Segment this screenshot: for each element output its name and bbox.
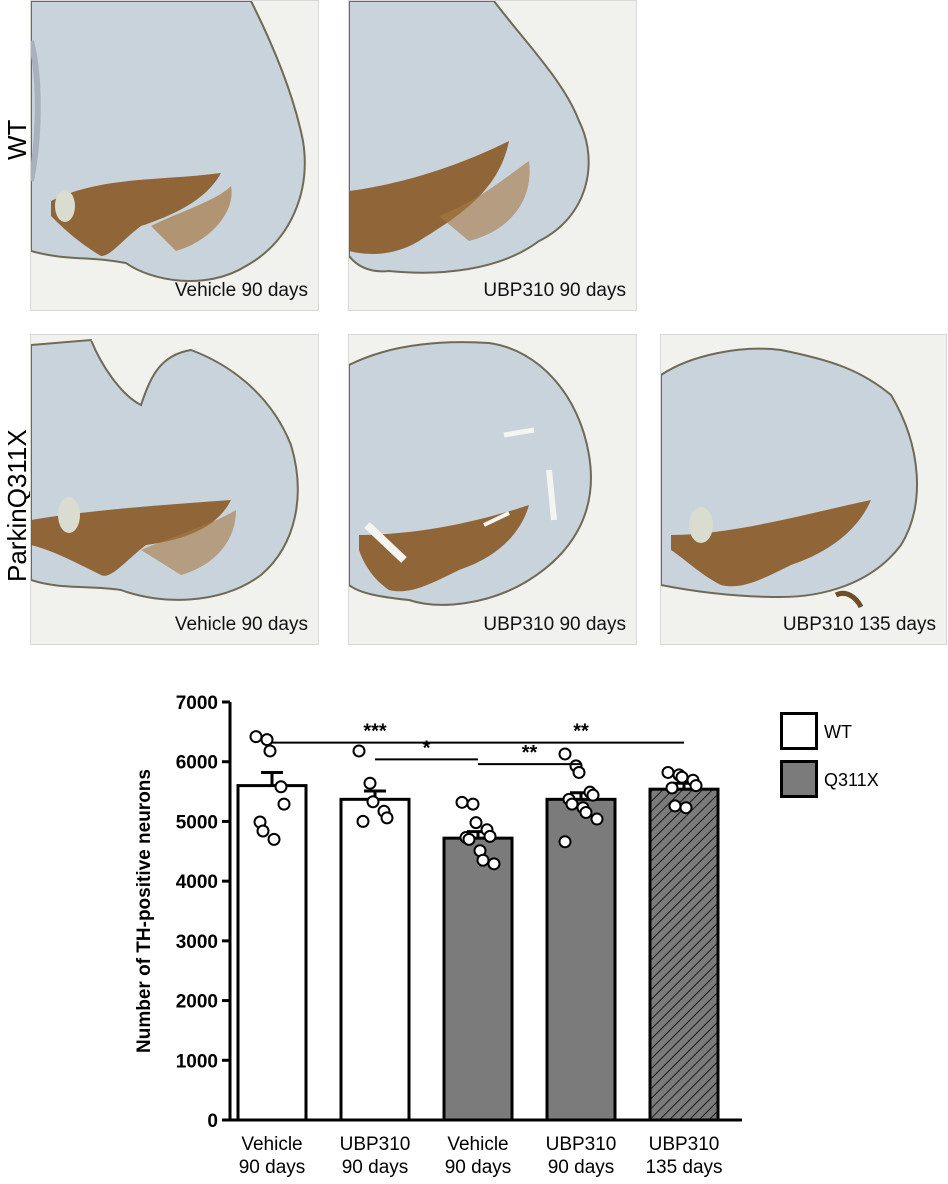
legend-label-wt: WT bbox=[824, 722, 852, 742]
data-point bbox=[675, 770, 689, 784]
row-label-parkin: ParkinQ311X bbox=[2, 429, 32, 582]
micrograph-parkin-vehicle-90: Vehicle 90 days bbox=[30, 334, 319, 645]
y-axis-label: Number of TH-positive neurons bbox=[134, 769, 155, 1053]
x-tick-label: 90 days bbox=[239, 1157, 306, 1178]
x-tick-label: UBP310 bbox=[546, 1134, 617, 1155]
x-tick-label: UBP310 bbox=[649, 1134, 720, 1155]
row-label-wt: WT bbox=[2, 119, 32, 160]
y-tick-label: 2000 bbox=[176, 992, 218, 1013]
panel-caption: Vehicle 90 days bbox=[174, 614, 308, 635]
data-point bbox=[249, 730, 263, 744]
y-tick-label: 5000 bbox=[176, 812, 218, 833]
micrograph-parkin-ubp310-90: UBP310 90 days bbox=[348, 334, 637, 645]
micrograph-wt-ubp310-90: UBP310 90 days bbox=[348, 0, 637, 311]
y-tick-label: 3000 bbox=[176, 932, 218, 953]
tissue-image bbox=[31, 1, 318, 310]
data-point bbox=[565, 797, 579, 811]
significance-label: *** bbox=[363, 721, 387, 743]
tissue-image bbox=[349, 335, 636, 644]
legend-swatch-q311x bbox=[780, 760, 818, 798]
data-point bbox=[590, 812, 604, 826]
significance-label: * bbox=[423, 737, 431, 759]
data-point bbox=[352, 744, 366, 758]
data-point bbox=[277, 797, 291, 811]
y-tick-label: 1000 bbox=[176, 1051, 218, 1072]
tissue-image bbox=[31, 335, 318, 644]
y-tick-label: 0 bbox=[207, 1111, 218, 1132]
data-point bbox=[466, 797, 480, 811]
legend-label-q311x: Q311X bbox=[824, 770, 879, 790]
data-point bbox=[586, 788, 600, 802]
data-point bbox=[462, 832, 476, 846]
panel-caption: Vehicle 90 days bbox=[174, 280, 308, 301]
x-tick-label: Vehicle bbox=[241, 1134, 302, 1155]
th-neuron-bar-chart: 0 1000 2000 3000 4000 5000 6000 7000 Number of T… bbox=[134, 693, 742, 1178]
data-point bbox=[260, 733, 274, 747]
tissue-image bbox=[349, 1, 636, 310]
significance-label: ** bbox=[573, 721, 589, 743]
data-point bbox=[256, 824, 270, 838]
data-point bbox=[661, 765, 675, 779]
panel-caption: UBP310 90 days bbox=[483, 614, 626, 635]
data-point bbox=[579, 805, 593, 819]
data-point bbox=[380, 811, 394, 825]
bar bbox=[442, 836, 514, 1122]
significance-label: ** bbox=[522, 742, 538, 764]
data-point bbox=[469, 816, 483, 830]
micrograph-wt-vehicle-90: Vehicle 90 days bbox=[30, 0, 319, 311]
data-point bbox=[558, 747, 572, 761]
data-point bbox=[455, 795, 469, 809]
y-tick-label: 7000 bbox=[176, 693, 218, 714]
x-tick-label: UBP310 bbox=[340, 1134, 411, 1155]
data-point bbox=[487, 857, 501, 871]
data-point bbox=[689, 779, 703, 793]
bar bbox=[648, 787, 720, 1122]
data-point bbox=[668, 799, 682, 813]
x-tick-label: 90 days bbox=[342, 1157, 409, 1178]
x-tick-label: 90 days bbox=[548, 1157, 615, 1178]
tissue-image bbox=[661, 335, 946, 644]
bar bbox=[339, 797, 411, 1122]
data-point bbox=[366, 795, 380, 809]
x-tick-label: 90 days bbox=[445, 1157, 512, 1178]
data-point bbox=[483, 829, 497, 843]
data-point bbox=[274, 780, 288, 794]
data-point bbox=[267, 832, 281, 846]
x-tick-label: Vehicle bbox=[447, 1134, 508, 1155]
data-point bbox=[363, 776, 377, 790]
micrograph-parkin-ubp310-135: UBP310 135 days bbox=[660, 334, 947, 645]
data-point bbox=[665, 781, 679, 795]
panel-caption: UBP310 90 days bbox=[483, 280, 626, 301]
data-point bbox=[572, 765, 586, 779]
x-tick-label: 135 days bbox=[645, 1157, 722, 1178]
data-point bbox=[356, 814, 370, 828]
data-point bbox=[679, 801, 693, 815]
data-point bbox=[476, 853, 490, 867]
data-point bbox=[263, 744, 277, 758]
bar bbox=[545, 797, 617, 1122]
y-tick-label: 6000 bbox=[176, 753, 218, 774]
panel-caption: UBP310 135 days bbox=[782, 614, 936, 635]
y-tick-label: 4000 bbox=[176, 872, 218, 893]
legend-swatch-wt bbox=[780, 712, 818, 750]
data-point bbox=[558, 835, 572, 849]
